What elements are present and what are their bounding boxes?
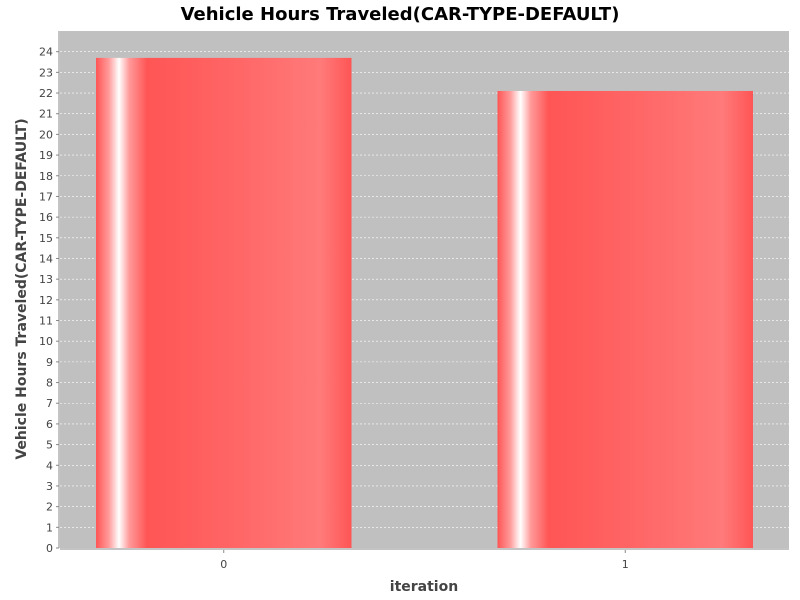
bar-iteration-0 xyxy=(96,57,352,548)
y-tick-label: 9 xyxy=(46,356,53,369)
x-tick-label: 0 xyxy=(220,558,227,571)
y-tick-label: 7 xyxy=(46,397,53,410)
y-tick-label: 17 xyxy=(39,190,53,203)
y-tick-label: 24 xyxy=(39,46,53,59)
x-tick-label: 1 xyxy=(622,558,629,571)
bar-iteration-1 xyxy=(497,90,753,549)
y-tick-label: 1 xyxy=(46,521,53,534)
y-tick-label: 20 xyxy=(39,128,53,141)
y-tick-label: 12 xyxy=(39,294,53,307)
y-tick-label: 13 xyxy=(39,273,53,286)
y-tick-label: 21 xyxy=(39,108,53,121)
y-tick-label: 6 xyxy=(46,418,53,431)
bars xyxy=(96,57,753,549)
y-tick-label: 2 xyxy=(46,501,53,514)
y-tick-label: 22 xyxy=(39,87,53,100)
y-tick-label: 18 xyxy=(39,170,53,183)
y-tick-label: 19 xyxy=(39,149,53,162)
y-tick-label: 23 xyxy=(39,66,53,79)
y-axis-label: Vehicle Hours Traveled(CAR-TYPE-DEFAULT) xyxy=(14,118,30,459)
y-tick-label: 5 xyxy=(46,439,53,452)
y-tick-label: 0 xyxy=(46,542,53,555)
y-tick-label: 14 xyxy=(39,252,53,265)
chart-title: Vehicle Hours Traveled(CAR-TYPE-DEFAULT) xyxy=(181,4,620,25)
y-tick-label: 11 xyxy=(39,315,53,328)
y-tick-label: 15 xyxy=(39,232,53,245)
x-axis-label: iteration xyxy=(390,579,458,595)
y-tick-label: 3 xyxy=(46,480,53,493)
y-tick-label: 16 xyxy=(39,211,53,224)
y-tick-label: 4 xyxy=(46,459,53,472)
y-tick-label: 8 xyxy=(46,377,53,390)
y-tick-label: 10 xyxy=(39,335,53,348)
